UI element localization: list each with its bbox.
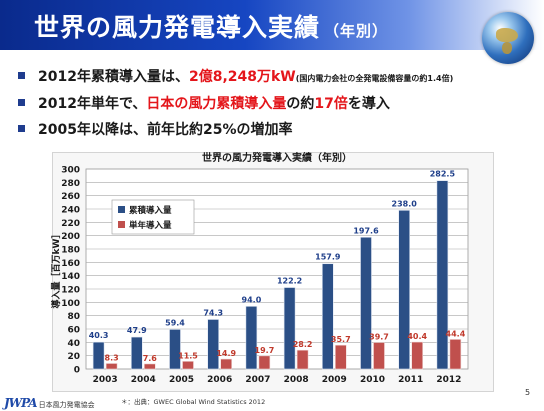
bar-annual-2003 [105,363,118,370]
bullet-2-part-1: 2012年単年で、 [38,96,147,112]
data-label-annual-2003: 8.3 [105,353,119,362]
data-label-annual-2005: 11.5 [178,351,198,360]
bullet-3-text: 2005年以降は、前年比約25%の増加率 [38,119,292,139]
x-tick-label-2005: 2005 [169,375,194,385]
data-label-annual-2011: 40.4 [407,332,427,341]
y-tick-label: 160 [61,259,80,269]
y-tick-label: 200 [61,232,80,242]
y-tick-label: 220 [61,219,80,229]
y-tick-label: 40 [67,339,80,349]
data-label-cumulative-2009: 157.9 [315,253,341,262]
slide-title-sub: （年別） [324,22,389,40]
data-label-cumulative-2006: 74.3 [203,308,223,317]
bullet-2-part-4: 17倍 [314,96,348,112]
data-label-annual-2009: 35.7 [331,335,351,344]
data-label-cumulative-2010: 197.6 [353,226,379,235]
legend-swatch-cumulative [118,206,125,213]
logo-mark: JWPA [4,396,38,410]
x-tick-label-2011: 2011 [398,375,423,385]
y-tick-label: 280 [61,179,80,189]
y-tick-label: 60 [67,326,80,336]
bar-annual-2009 [334,344,347,370]
data-label-cumulative-2012: 282.5 [430,170,456,179]
y-tick-label: 180 [61,246,80,256]
legend-box [111,199,195,235]
y-tick-label: 20 [67,352,80,362]
bullet-1-part-1: 2012年累積導入量は、 [38,69,189,85]
bar-cumulative-2010 [360,236,372,370]
x-tick-label-2003: 2003 [93,375,118,385]
bullet-1-part-2: 2億8,248万kW [188,69,296,85]
bar-annual-2008 [296,349,309,370]
data-label-cumulative-2003: 40.3 [89,331,109,340]
bar-cumulative-2006 [207,319,219,370]
bar-annual-2011 [411,341,424,370]
data-label-annual-2010: 39.7 [369,333,389,342]
legend-swatch-annual [118,221,125,228]
x-tick-label-2004: 2004 [131,375,156,385]
y-tick-label: 300 [61,166,80,176]
x-tick-label-2006: 2006 [207,375,232,385]
chart-title: 世界の風力発電導入実績（年別） [202,151,352,164]
y-tick-label: 0 [74,366,80,376]
bar-annual-2006 [220,358,232,370]
x-tick-label-2008: 2008 [284,375,309,385]
y-tick-label: 120 [61,286,80,296]
y-tick-label: 100 [61,299,80,309]
title-bar: 世界の風力発電導入実績 （年別） [0,0,544,50]
y-axis-label: 導入量［百万kW］ [50,230,62,309]
jwpa-logo: JWPA 日本風力発電協会 [4,392,95,411]
x-tick-label-2009: 2009 [322,375,347,385]
data-label-annual-2008: 28.2 [293,340,313,349]
bullet-1-part-3: (国内電力会社の全発電設備容量の約1.4倍) [295,74,454,83]
bar-annual-2004 [144,363,156,370]
data-label-cumulative-2005: 59.4 [165,318,185,327]
data-label-cumulative-2011: 238.0 [392,199,418,208]
bar-cumulative-2011 [398,210,411,370]
bar-cumulative-2008 [283,287,296,370]
y-tick-label: 240 [61,206,80,216]
x-tick-label-2010: 2010 [360,375,385,385]
bullet-square-icon [18,125,25,132]
page-number: 5 [525,388,531,397]
slide-title-main: 世界の風力発電導入実績 [34,13,321,42]
y-tick-label: 260 [61,192,80,202]
bullet-2-part-3: の約 [286,96,315,112]
data-label-annual-2007: 19.7 [255,346,275,355]
bullet-3-part-1: 2005年以降は、前年比約25%の増加率 [38,122,293,138]
bar-cumulative-2007 [245,306,258,370]
legend-label-annual: 単年導入量 [129,220,172,231]
bullet-2-part-5: を導入 [347,96,390,112]
bullet-square-icon [18,72,25,79]
data-label-annual-2012: 44.4 [446,329,466,338]
data-label-cumulative-2004: 47.9 [127,326,147,335]
slide-title: 世界の風力発電導入実績 （年別） [34,8,388,44]
x-tick-label-2007: 2007 [245,375,270,385]
bar-annual-2012 [449,339,462,370]
bar-annual-2010 [373,342,385,370]
data-label-cumulative-2008: 122.2 [277,277,302,286]
bar-annual-2007 [258,355,271,370]
x-tick-label-2012: 2012 [436,375,461,385]
y-tick-label: 80 [67,312,80,322]
bar-cumulative-2009 [321,263,334,370]
globe-icon [482,12,534,64]
bar-cumulative-2012 [436,180,449,370]
bullet-2-part-2: 日本の風力累積導入量 [146,96,287,112]
bar-cumulative-2005 [169,329,181,370]
bar-annual-2005 [182,361,194,370]
legend-label-cumulative: 累積導入量 [129,205,172,216]
data-label-annual-2004: 7.6 [143,354,158,363]
data-label-cumulative-2007: 94.0 [242,295,262,304]
logo-text: 日本風力発電協会 [38,401,95,409]
y-tick-label: 140 [61,272,80,282]
bullet-2-text: 2012年単年で、日本の風力累積導入量の約17倍を導入 [38,93,390,113]
bar-cumulative-2004 [131,336,143,370]
bar-cumulative-2003 [92,341,105,370]
bullet-1-text: 2012年累積導入量は、2億8,248万kW(国内電力会社の全発電設備容量の約1… [38,66,453,86]
data-label-annual-2006: 14.9 [216,349,236,358]
source-note: ＊：出典：GWEC Global Wind Statistics 2012 [121,398,266,406]
bullet-square-icon [18,99,25,106]
